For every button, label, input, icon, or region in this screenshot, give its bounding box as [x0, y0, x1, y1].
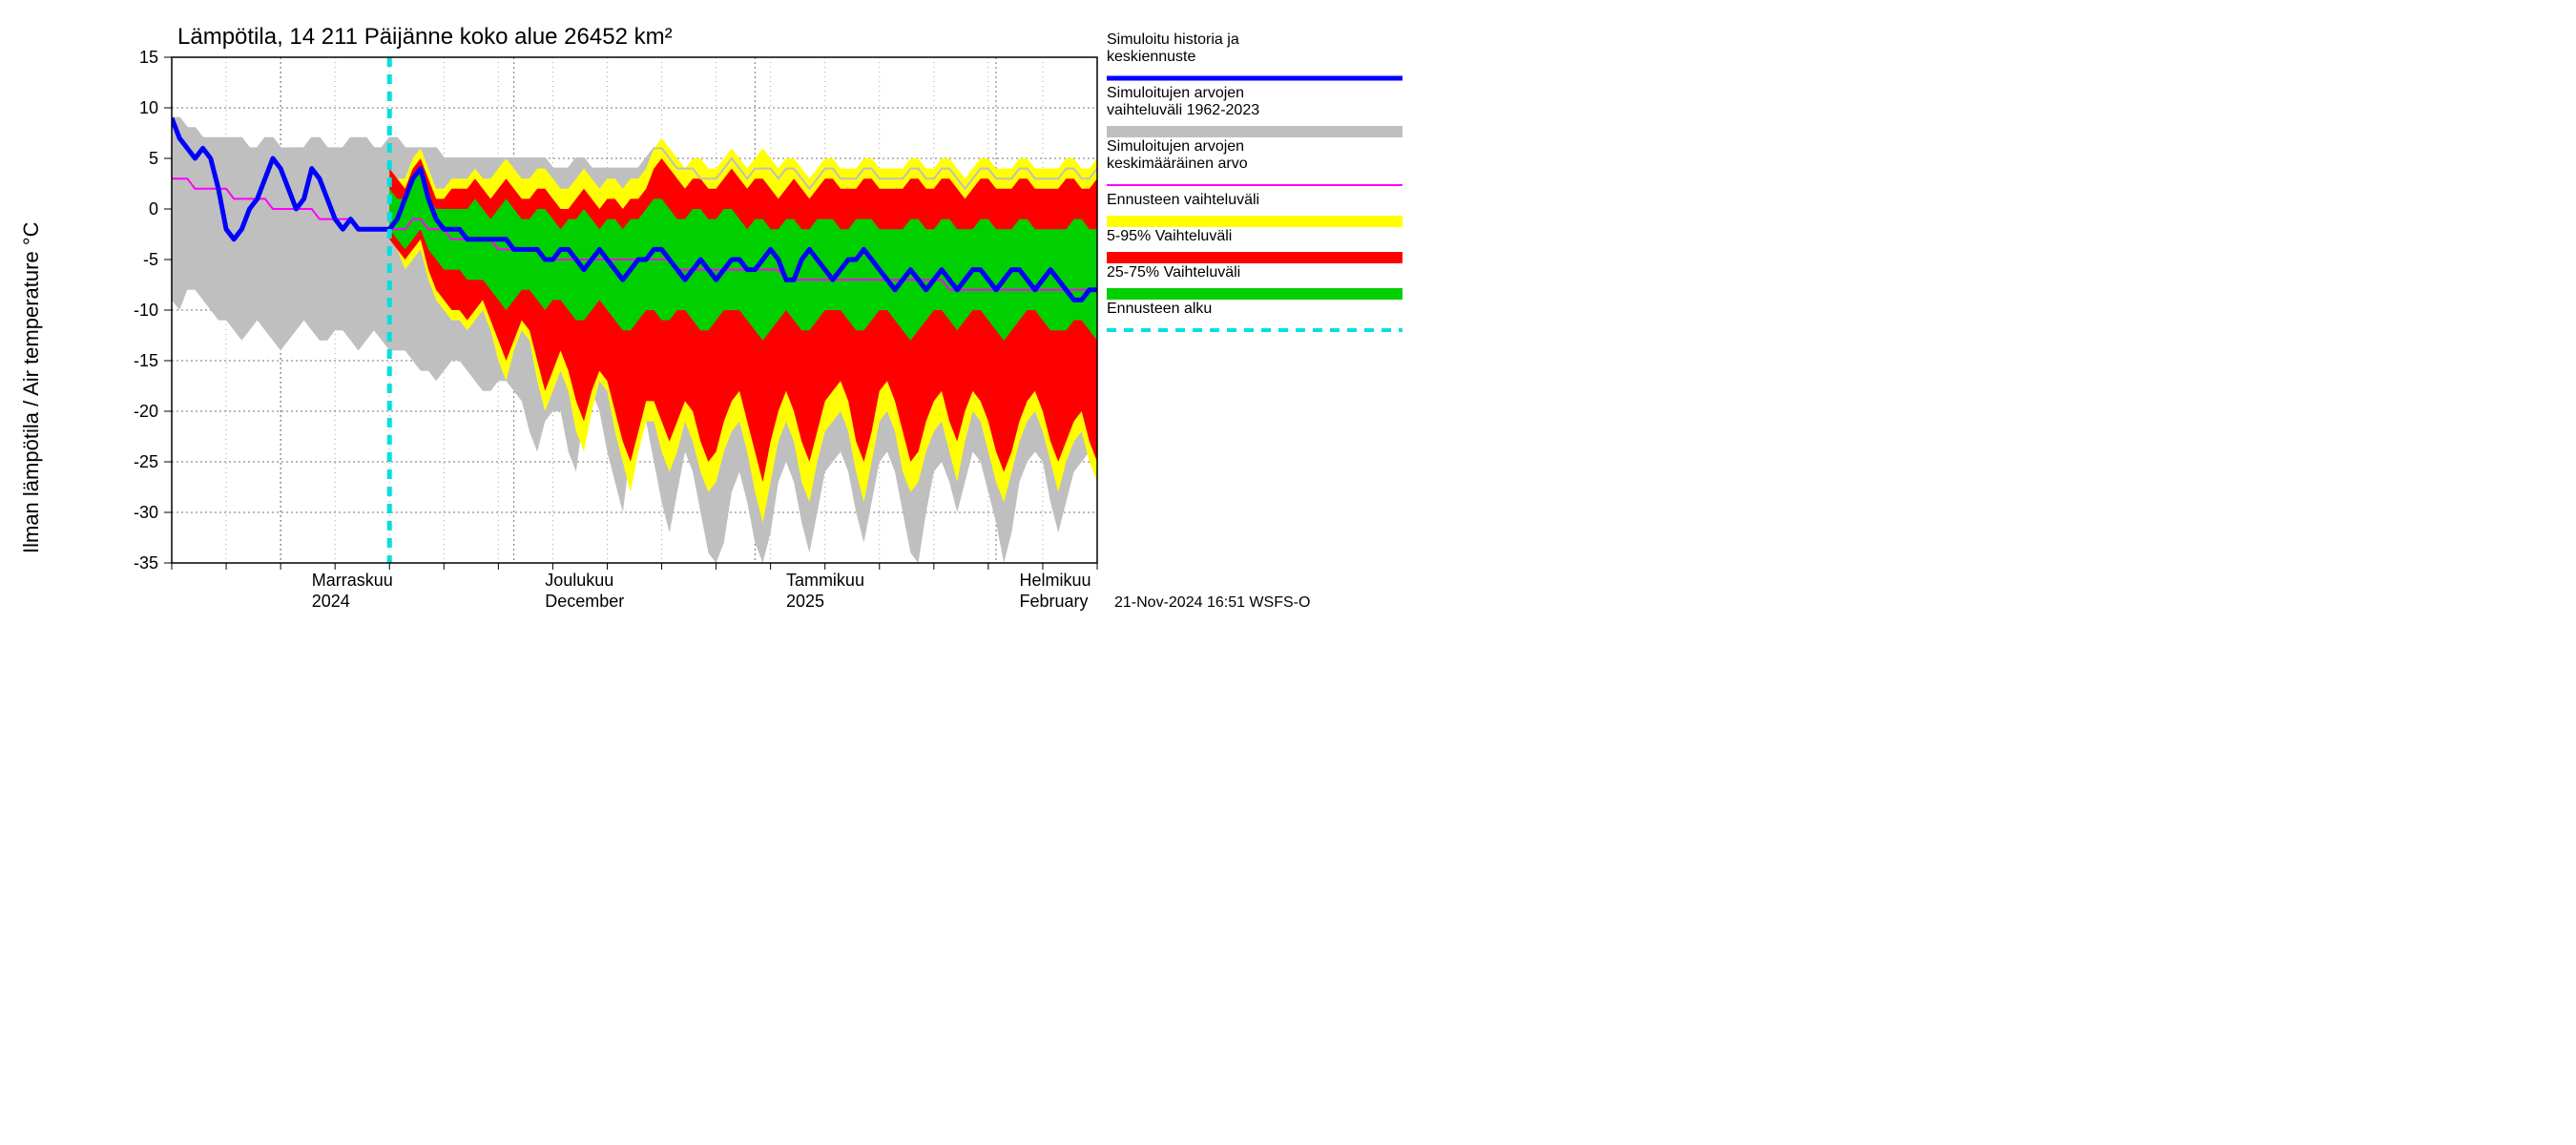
legend-label: Ennusteen vaihteluväli — [1107, 192, 1259, 208]
legend-swatch — [1107, 126, 1402, 137]
xlabel-bot: February — [1019, 592, 1088, 611]
legend-label: keskiennuste — [1107, 49, 1195, 65]
legend-label: vaihteluväli 1962-2023 — [1107, 102, 1259, 118]
legend-label: Simuloitu historia ja — [1107, 31, 1239, 48]
ytick-label: -20 — [134, 402, 158, 421]
xlabel-top: Joulukuu — [545, 571, 613, 590]
legend-label: Ennusteen alku — [1107, 301, 1212, 317]
xlabel-top: Marraskuu — [312, 571, 393, 590]
legend-label: Simuloitujen arvojen — [1107, 138, 1244, 155]
xlabel-top: Tammikuu — [786, 571, 864, 590]
ytick-label: 10 — [139, 98, 158, 117]
ytick-label: 5 — [149, 149, 158, 168]
ytick-label: -5 — [143, 250, 158, 269]
y-axis-label: Ilman lämpötila / Air temperature °C — [19, 221, 43, 553]
ytick-label: -30 — [134, 503, 158, 522]
ytick-label: 0 — [149, 199, 158, 219]
ytick-label: 15 — [139, 48, 158, 67]
ytick-label: -35 — [134, 553, 158, 572]
chart-container: 15 10 5 0 -5 -10 -15 -20 -25 -30 -35 Marraskuu 2024 J… — [0, 0, 1431, 636]
ytick-label: -10 — [134, 301, 158, 320]
legend-swatch — [1107, 216, 1402, 227]
footer-timestamp: 21-Nov-2024 16:51 WSFS-O — [1114, 594, 1310, 611]
chart-title: Lämpötila, 14 211 Päijänne koko alue 264… — [177, 24, 673, 50]
legend-label: Simuloitujen arvojen — [1107, 85, 1244, 101]
xlabel-bot: 2025 — [786, 592, 824, 611]
xlabel-top: Helmikuu — [1019, 571, 1091, 590]
legend-label: keskimääräinen arvo — [1107, 156, 1248, 172]
ytick-label: -25 — [134, 452, 158, 471]
ytick-label: -15 — [134, 351, 158, 370]
xlabel-bot: 2024 — [312, 592, 350, 611]
xlabel-bot: December — [545, 592, 624, 611]
chart-svg: 15 10 5 0 -5 -10 -15 -20 -25 -30 -35 Marraskuu 2024 J… — [0, 0, 1431, 636]
legend-label: 5-95% Vaihteluväli — [1107, 228, 1232, 244]
legend-swatch — [1107, 288, 1402, 300]
legend-label: 25-75% Vaihteluväli — [1107, 264, 1240, 281]
legend-swatch — [1107, 252, 1402, 263]
